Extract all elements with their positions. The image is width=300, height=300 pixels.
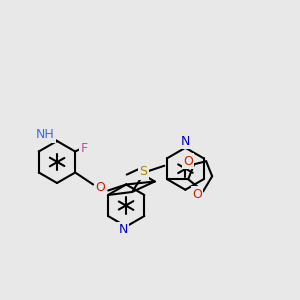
Text: N: N bbox=[181, 135, 190, 148]
Text: NH: NH bbox=[36, 128, 54, 142]
Text: N: N bbox=[118, 223, 128, 236]
Text: O: O bbox=[192, 188, 202, 201]
Text: F: F bbox=[81, 142, 88, 155]
Text: S: S bbox=[139, 165, 147, 178]
Text: O: O bbox=[183, 155, 193, 168]
Text: O: O bbox=[96, 181, 106, 194]
